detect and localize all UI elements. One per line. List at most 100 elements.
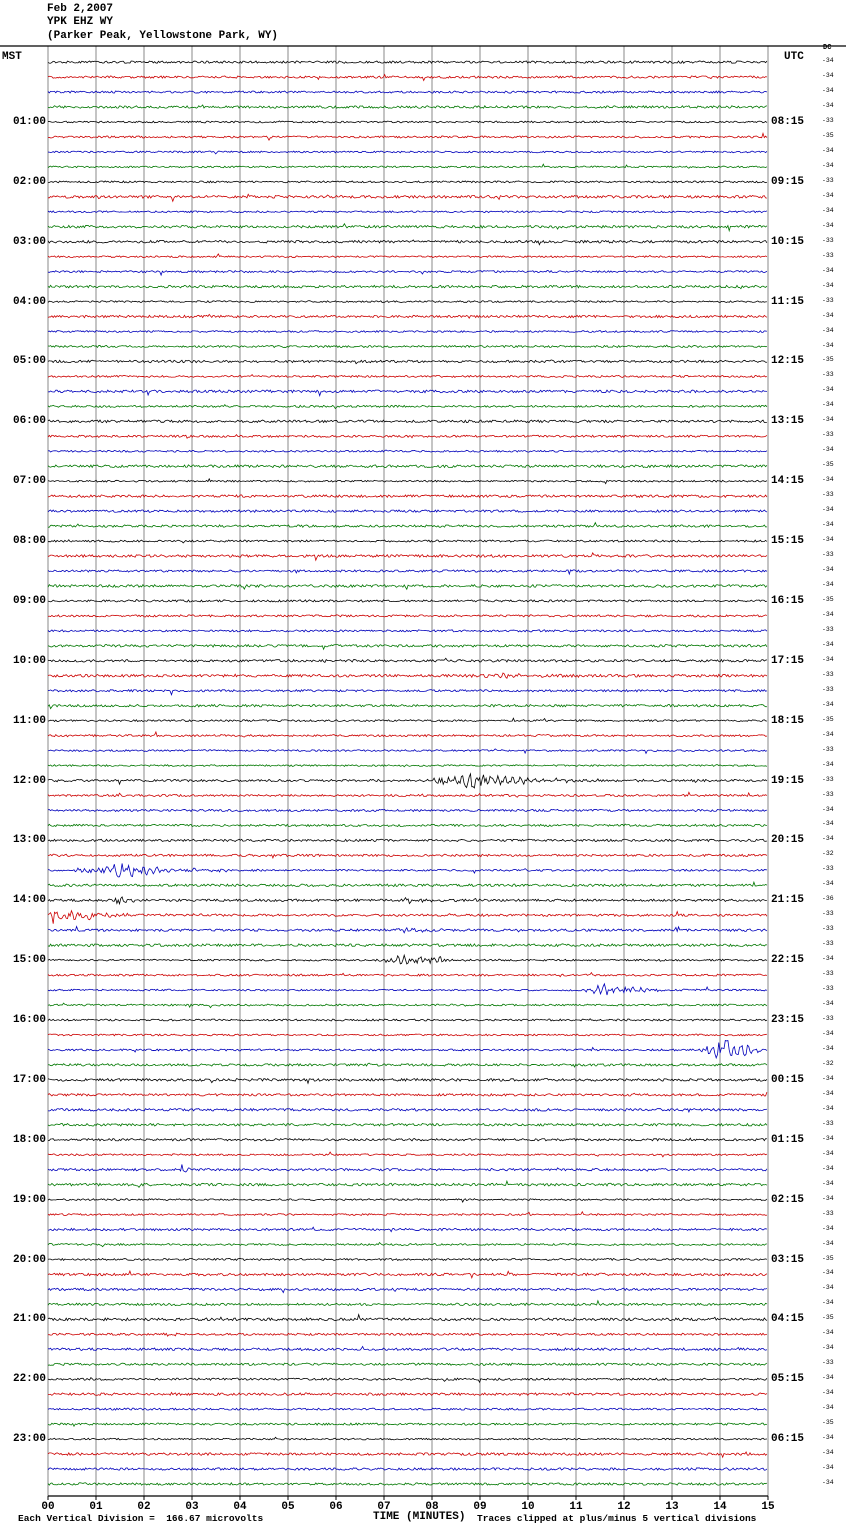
trace-row — [47, 1107, 768, 1113]
dc-offset-value: -34 — [822, 1374, 834, 1382]
dc-offset-value: -34 — [822, 341, 834, 349]
dc-offset-value: -33 — [822, 296, 834, 304]
dc-offset-value: -34 — [822, 506, 834, 514]
dc-offset-value: -33 — [822, 925, 834, 933]
x-axis-title: TIME (MINUTES) — [373, 1511, 466, 1523]
dc-offset-value: -34 — [822, 1179, 834, 1187]
trace-row — [47, 614, 768, 618]
trace-row — [47, 269, 768, 277]
trace-row — [47, 688, 768, 697]
left-time-label: 15:00 — [12, 954, 46, 967]
left-time-label: 17:00 — [12, 1073, 46, 1086]
trace-row — [47, 1137, 767, 1142]
dc-offset-value: -35 — [822, 356, 834, 364]
dc-offset-value: -34 — [822, 1194, 834, 1202]
dc-offset-value: -33 — [822, 491, 834, 499]
dc-offset-value: -34 — [822, 476, 834, 484]
header-location: (Parker Peak, Yellowstone Park, WY) — [47, 30, 279, 42]
trace-row — [47, 1062, 768, 1068]
dc-offset-value: -34 — [822, 1239, 834, 1247]
minute-tick-label: 10 — [521, 1501, 535, 1513]
minute-tick-label: 03 — [185, 1501, 199, 1513]
trace-row — [47, 150, 768, 155]
minute-tick-label: 12 — [617, 1501, 631, 1513]
trace-row — [47, 373, 768, 378]
trace-row — [47, 300, 767, 303]
trace-row — [47, 284, 768, 290]
trace-row — [47, 863, 767, 878]
dc-offset-value: -33 — [822, 685, 834, 693]
trace-row — [47, 90, 768, 94]
dc-offset-value: -34 — [822, 1224, 834, 1232]
minute-tick-label: 11 — [569, 1501, 583, 1513]
trace-row — [47, 539, 768, 544]
right-time-label: 08:15 — [771, 116, 805, 128]
dc-offset-value: -34 — [822, 835, 834, 843]
trace-row — [47, 180, 768, 184]
dc-offset-value: -33 — [822, 970, 834, 978]
trace-row — [47, 1332, 768, 1337]
trace-row — [47, 971, 768, 978]
dc-offset-value: -34 — [822, 206, 834, 214]
right-time-label: 20:15 — [771, 834, 805, 847]
trace-row — [47, 909, 768, 924]
dc-offset-value: -34 — [822, 1044, 834, 1052]
dc-offset-value: -33 — [822, 176, 834, 184]
trace-row — [47, 359, 767, 365]
left-time-label: 19:00 — [12, 1193, 46, 1206]
right-time-label: 22:15 — [771, 954, 805, 967]
trace-row — [47, 1151, 768, 1158]
minute-tick-label: 14 — [713, 1501, 727, 1513]
left-time-label: 12:00 — [12, 774, 46, 787]
dc-offset-value: -34 — [822, 102, 834, 109]
minute-tick-label: 01 — [89, 1501, 103, 1513]
trace-row — [47, 982, 768, 996]
trace-row — [47, 104, 768, 109]
trace-row — [47, 1407, 768, 1411]
dc-offset-value: -33 — [822, 670, 834, 678]
trace-row — [47, 896, 767, 906]
footer-clip-note: Traces clipped at plus/minus 5 vertical … — [477, 1513, 757, 1524]
trace-row — [47, 1198, 768, 1204]
left-time-label: 05:00 — [12, 355, 46, 368]
trace-row — [47, 629, 768, 633]
trace-row — [47, 313, 768, 319]
dc-offset-value: -34 — [822, 566, 834, 573]
dc-offset-value: -35 — [822, 1254, 834, 1262]
dc-offset-value: -34 — [822, 386, 834, 394]
trace-row — [47, 808, 767, 813]
right-time-label: 06:15 — [771, 1433, 805, 1446]
left-time-label: 01:00 — [12, 116, 46, 128]
dc-offset-value: -34 — [822, 1404, 834, 1412]
trace-row — [47, 1436, 767, 1441]
dc-offset-value: -34 — [822, 1149, 834, 1157]
right-time-label: 14:15 — [771, 475, 805, 488]
trace-row — [47, 943, 767, 948]
dc-offset-value: -33 — [822, 775, 834, 783]
trace-row — [47, 1091, 768, 1097]
trace-row — [47, 509, 768, 513]
trace-row — [47, 1299, 768, 1307]
dc-offset-value: -33 — [822, 1359, 834, 1367]
dc-offset-value: -34 — [822, 401, 834, 409]
dc-offset-value: -32 — [822, 1059, 834, 1067]
right-time-label: 12:15 — [771, 355, 805, 368]
trace-row — [47, 1345, 768, 1352]
trace-row — [47, 598, 768, 603]
right-time-label: 21:15 — [771, 894, 805, 907]
dc-offset-value: -34 — [822, 191, 834, 199]
dc-offset-value: -34 — [822, 1449, 834, 1456]
footer-scale-note: Each Vertical Division = 166.67 microvol… — [18, 1513, 264, 1524]
minute-tick-label: 09 — [473, 1501, 487, 1513]
dc-offset-value: -34 — [822, 161, 834, 169]
trace-row — [47, 1467, 768, 1471]
trace-row — [47, 853, 768, 859]
trace-row — [47, 330, 767, 334]
trace-row — [47, 464, 768, 469]
right-time-label: 00:15 — [771, 1073, 805, 1086]
dc-offset-value: -33 — [822, 371, 834, 379]
dc-offset-value: -35 — [822, 131, 834, 139]
right-time-label: 04:15 — [771, 1313, 805, 1326]
dc-offset-value: -34 — [822, 311, 834, 319]
left-time-label: 04:00 — [12, 295, 46, 308]
